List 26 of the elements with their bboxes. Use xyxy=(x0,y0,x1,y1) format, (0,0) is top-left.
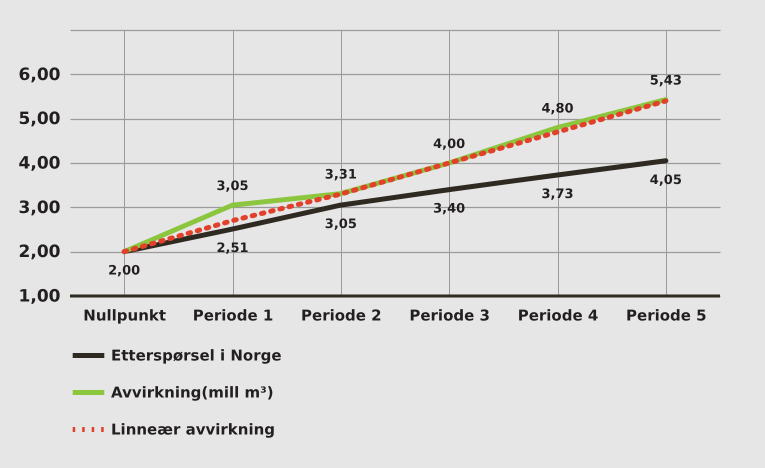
data-label: 3,40 xyxy=(433,202,466,217)
y-tick-label: 4,00 xyxy=(18,154,61,174)
x-tick-label: Nullpunkt xyxy=(83,306,166,324)
y-tick-label: 6,00 xyxy=(18,64,61,85)
x-tick-label: Periode 2 xyxy=(301,306,382,324)
data-label: 2,51 xyxy=(216,241,249,256)
data-label: 3,31 xyxy=(324,168,357,183)
data-label: 5,43 xyxy=(650,74,682,89)
data-label: 4,80 xyxy=(541,102,574,117)
data-label: 3,05 xyxy=(324,217,357,232)
x-tick-label: Periode 1 xyxy=(192,306,274,324)
data-label: 4,05 xyxy=(650,172,682,188)
x-tick-label: Periode 5 xyxy=(626,306,707,324)
legend-label: Avvirkning(mill m³) xyxy=(111,384,274,402)
y-tick-label: 2,00 xyxy=(18,242,61,262)
legend-label: Linneær avvirkning xyxy=(111,420,275,438)
data-label: 3,05 xyxy=(216,179,249,194)
data-label: 3,73 xyxy=(541,186,574,202)
legend-label: Etterspørsel i Norge xyxy=(111,346,282,364)
y-tick-label: 5,00 xyxy=(18,109,61,130)
data-label: 4,00 xyxy=(433,137,466,152)
y-tick-label: 3,00 xyxy=(18,198,61,218)
data-label: 2,00 xyxy=(108,264,140,279)
y-tick-label: 1,00 xyxy=(18,286,61,306)
x-tick-label: Periode 3 xyxy=(409,306,490,324)
x-tick-label: Periode 4 xyxy=(518,306,598,324)
